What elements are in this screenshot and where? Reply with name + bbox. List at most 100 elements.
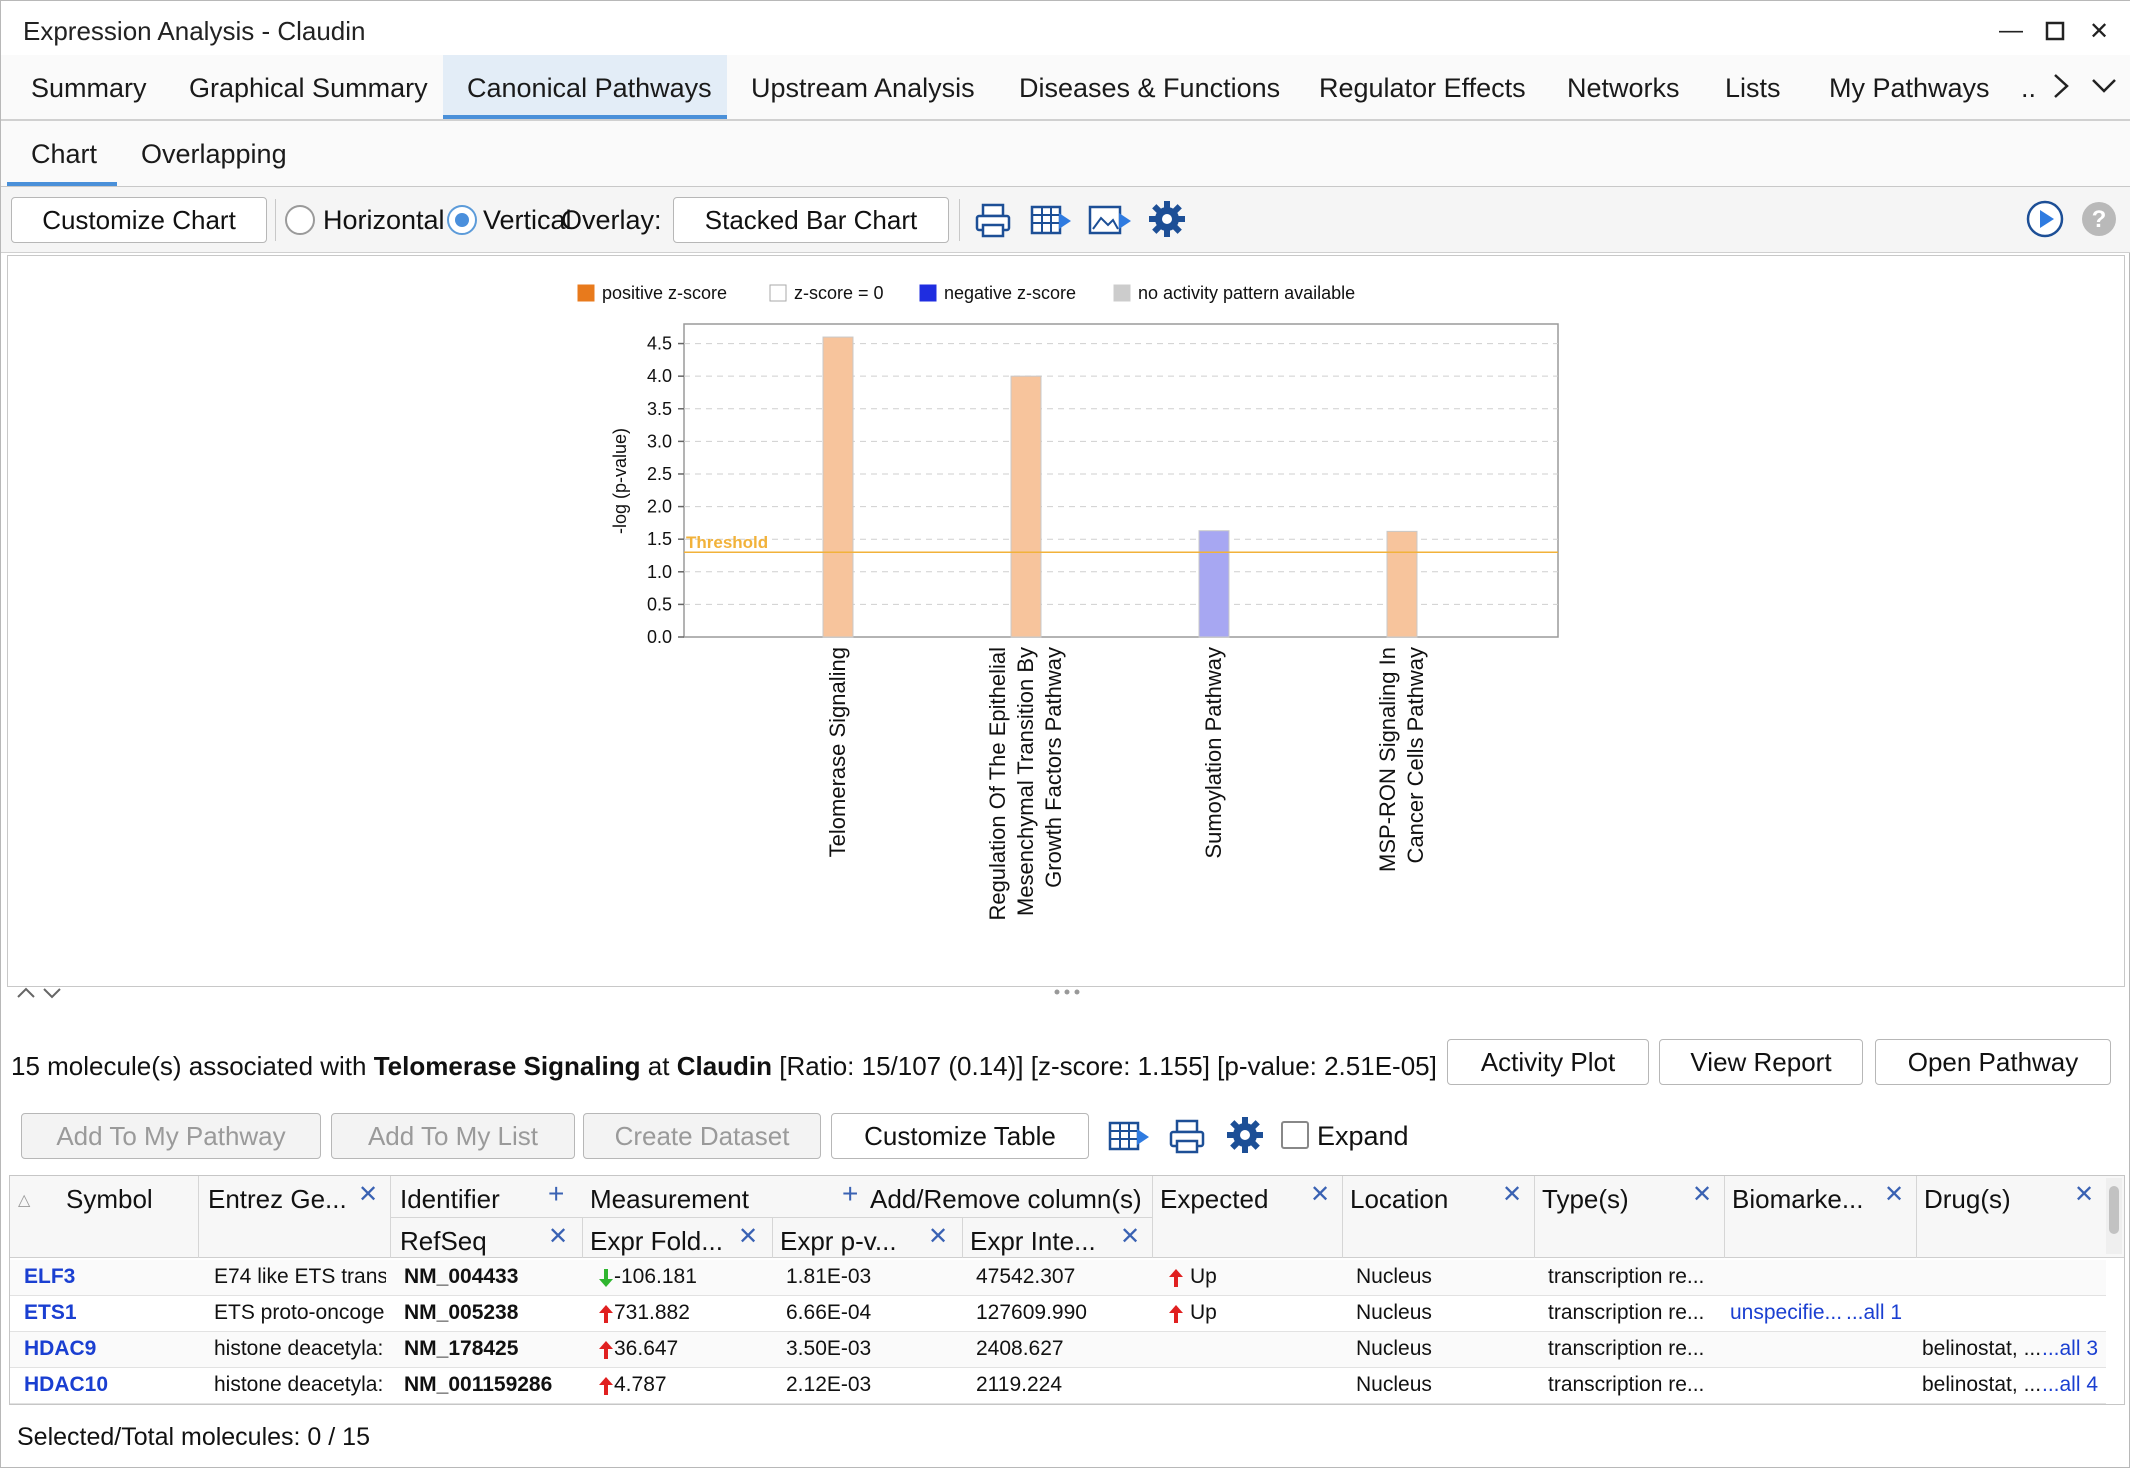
- activity-plot-button[interactable]: Activity Plot: [1447, 1039, 1649, 1085]
- subtab-chart[interactable]: Chart: [7, 121, 117, 186]
- customize-table-button[interactable]: Customize Table: [831, 1113, 1089, 1159]
- header-entrez[interactable]: Entrez Ge...: [208, 1184, 347, 1214]
- open-pathway-button[interactable]: Open Pathway: [1875, 1039, 2111, 1085]
- table-row[interactable]: HDAC9 histone deacetyla: NM_178425 36.647 3.…: [10, 1332, 2106, 1368]
- remove-column-icon[interactable]: ✕: [358, 1181, 379, 1208]
- horizontal-radio[interactable]: [285, 205, 315, 235]
- header-identifier[interactable]: Identifier: [400, 1184, 500, 1214]
- sort-indicator-icon[interactable]: △: [18, 1192, 31, 1209]
- table-row[interactable]: ELF3 E74 like ETS trans NM_004433 -106.181 1…: [10, 1260, 2106, 1296]
- header-expr-intensity[interactable]: Expr Inte...: [970, 1226, 1096, 1256]
- tab-upstream-analysis[interactable]: Upstream Analysis: [751, 73, 975, 103]
- cell-symbol[interactable]: ELF3: [24, 1265, 76, 1288]
- header-location[interactable]: Location: [1350, 1184, 1449, 1214]
- bars: [822, 336, 1418, 638]
- tab-diseases-functions[interactable]: Diseases & Functions: [1019, 73, 1281, 103]
- drug-all-link[interactable]: ...all 4: [2042, 1373, 2099, 1396]
- cell-entrez: histone deacetyla:: [214, 1337, 384, 1360]
- cell-biomarker[interactable]: unspecifie...: [1730, 1301, 1843, 1324]
- splitter-handle-icon[interactable]: [1053, 985, 1081, 1003]
- header-symbol[interactable]: Symbol: [66, 1184, 153, 1214]
- export-image-icon[interactable]: [1087, 201, 1135, 241]
- header-types[interactable]: Type(s): [1542, 1184, 1629, 1214]
- export-table-icon[interactable]: [1107, 1117, 1153, 1157]
- header-expr-fold[interactable]: Expr Fold...: [590, 1226, 723, 1256]
- header-biomarker[interactable]: Biomarke...: [1732, 1184, 1864, 1214]
- header-refseq[interactable]: RefSeq: [400, 1226, 487, 1256]
- cell-refseq: NM_178425: [404, 1337, 519, 1360]
- remove-column-icon[interactable]: ✕: [1692, 1181, 1713, 1208]
- tab-overflow[interactable]: ..: [2021, 73, 2037, 103]
- header-expr-p[interactable]: Expr p-v...: [780, 1226, 897, 1256]
- gear-icon[interactable]: [1225, 1115, 1265, 1155]
- arrow-up-icon: [598, 1304, 614, 1329]
- legend-swatch: [769, 284, 787, 302]
- add-column-icon[interactable]: +: [548, 1178, 565, 1209]
- cell-location: Nucleus: [1356, 1373, 1432, 1396]
- tab-lists[interactable]: Lists: [1725, 73, 1781, 103]
- remove-column-icon[interactable]: ✕: [738, 1223, 759, 1250]
- header-measurement[interactable]: Measurement: [590, 1184, 749, 1214]
- cell-symbol[interactable]: HDAC9: [24, 1337, 97, 1360]
- view-report-button[interactable]: View Report: [1659, 1039, 1863, 1085]
- header-expected[interactable]: Expected: [1160, 1184, 1269, 1214]
- cell-drug: belinostat, ...: [1922, 1337, 2042, 1360]
- play-icon[interactable]: [2025, 199, 2065, 239]
- collapse-down-icon[interactable]: [41, 985, 63, 1006]
- cell-type: transcription re...: [1548, 1373, 1705, 1396]
- x-tick-label: Telomerase Signaling: [825, 647, 850, 857]
- maximize-icon[interactable]: [2035, 11, 2075, 51]
- remove-column-icon[interactable]: ✕: [2074, 1181, 2095, 1208]
- bar: [1198, 530, 1230, 638]
- bar: [1386, 530, 1418, 638]
- create-dataset-button[interactable]: Create Dataset: [583, 1113, 821, 1159]
- tab-regulator-effects[interactable]: Regulator Effects: [1319, 73, 1526, 103]
- subtab-overlapping[interactable]: Overlapping: [141, 139, 287, 169]
- cell-symbol[interactable]: ETS1: [24, 1301, 77, 1324]
- threshold-label: Threshold: [686, 533, 768, 552]
- add-to-my-pathway-button[interactable]: Add To My Pathway: [21, 1113, 321, 1159]
- arrow-up-icon: [1168, 1304, 1184, 1329]
- print-icon[interactable]: [973, 201, 1013, 241]
- horizontal-label: Horizontal: [323, 205, 445, 235]
- svg-text:?: ?: [2092, 206, 2107, 233]
- add-column-icon[interactable]: +: [842, 1178, 859, 1209]
- remove-column-icon[interactable]: ✕: [1502, 1181, 1523, 1208]
- status-bar-text: Selected/Total molecules: 0 / 15: [17, 1423, 370, 1451]
- header-add-remove-columns[interactable]: Add/Remove column(s): [870, 1184, 1142, 1214]
- remove-column-icon[interactable]: ✕: [548, 1223, 569, 1250]
- gear-icon[interactable]: [1147, 199, 1187, 239]
- tab-graphical-summary[interactable]: Graphical Summary: [189, 73, 428, 103]
- print-icon[interactable]: [1167, 1117, 1207, 1157]
- tab-networks[interactable]: Networks: [1567, 73, 1680, 103]
- biomarker-all-link[interactable]: ...all 1: [1846, 1301, 1903, 1324]
- remove-column-icon[interactable]: ✕: [1120, 1223, 1141, 1250]
- export-table-icon[interactable]: [1029, 201, 1075, 241]
- header-drugs[interactable]: Drug(s): [1924, 1184, 2011, 1214]
- minimize-icon[interactable]: —: [1999, 17, 2023, 44]
- tab-my-pathways[interactable]: My Pathways: [1829, 73, 1990, 103]
- y-tick-label: 1.5: [647, 529, 672, 549]
- customize-chart-button[interactable]: Customize Chart: [11, 197, 267, 243]
- drug-all-link[interactable]: ...all 3: [2042, 1337, 2099, 1360]
- add-to-my-list-button[interactable]: Add To My List: [331, 1113, 575, 1159]
- chevron-right-icon[interactable]: [2049, 69, 2073, 108]
- table-row[interactable]: ETS1 ETS proto-oncoge NM_005238 731.882 6.66…: [10, 1296, 2106, 1332]
- cell-symbol[interactable]: HDAC10: [24, 1373, 109, 1396]
- expand-checkbox[interactable]: [1281, 1121, 1309, 1149]
- tab-canonical-pathways[interactable]: Canonical Pathways: [443, 55, 727, 119]
- help-icon[interactable]: ?: [2079, 199, 2119, 239]
- cell-expected: Up: [1190, 1265, 1217, 1288]
- stacked-bar-chart-button[interactable]: Stacked Bar Chart: [673, 197, 949, 243]
- collapse-up-icon[interactable]: [15, 985, 37, 1006]
- remove-column-icon[interactable]: ✕: [1884, 1181, 1905, 1208]
- remove-column-icon[interactable]: ✕: [1310, 1181, 1331, 1208]
- remove-column-icon[interactable]: ✕: [928, 1223, 949, 1250]
- table-row[interactable]: HDAC10 histone deacetyla: NM_001159286 4.78…: [10, 1368, 2106, 1404]
- close-icon[interactable]: ✕: [2088, 17, 2110, 45]
- chevron-down-icon[interactable]: [2087, 69, 2121, 108]
- tab-summary[interactable]: Summary: [31, 73, 147, 103]
- x-tick-label: Cancer Cells Pathway: [1403, 647, 1428, 863]
- vertical-radio[interactable]: [447, 205, 477, 235]
- table-scrollbar[interactable]: [2106, 1178, 2122, 1254]
